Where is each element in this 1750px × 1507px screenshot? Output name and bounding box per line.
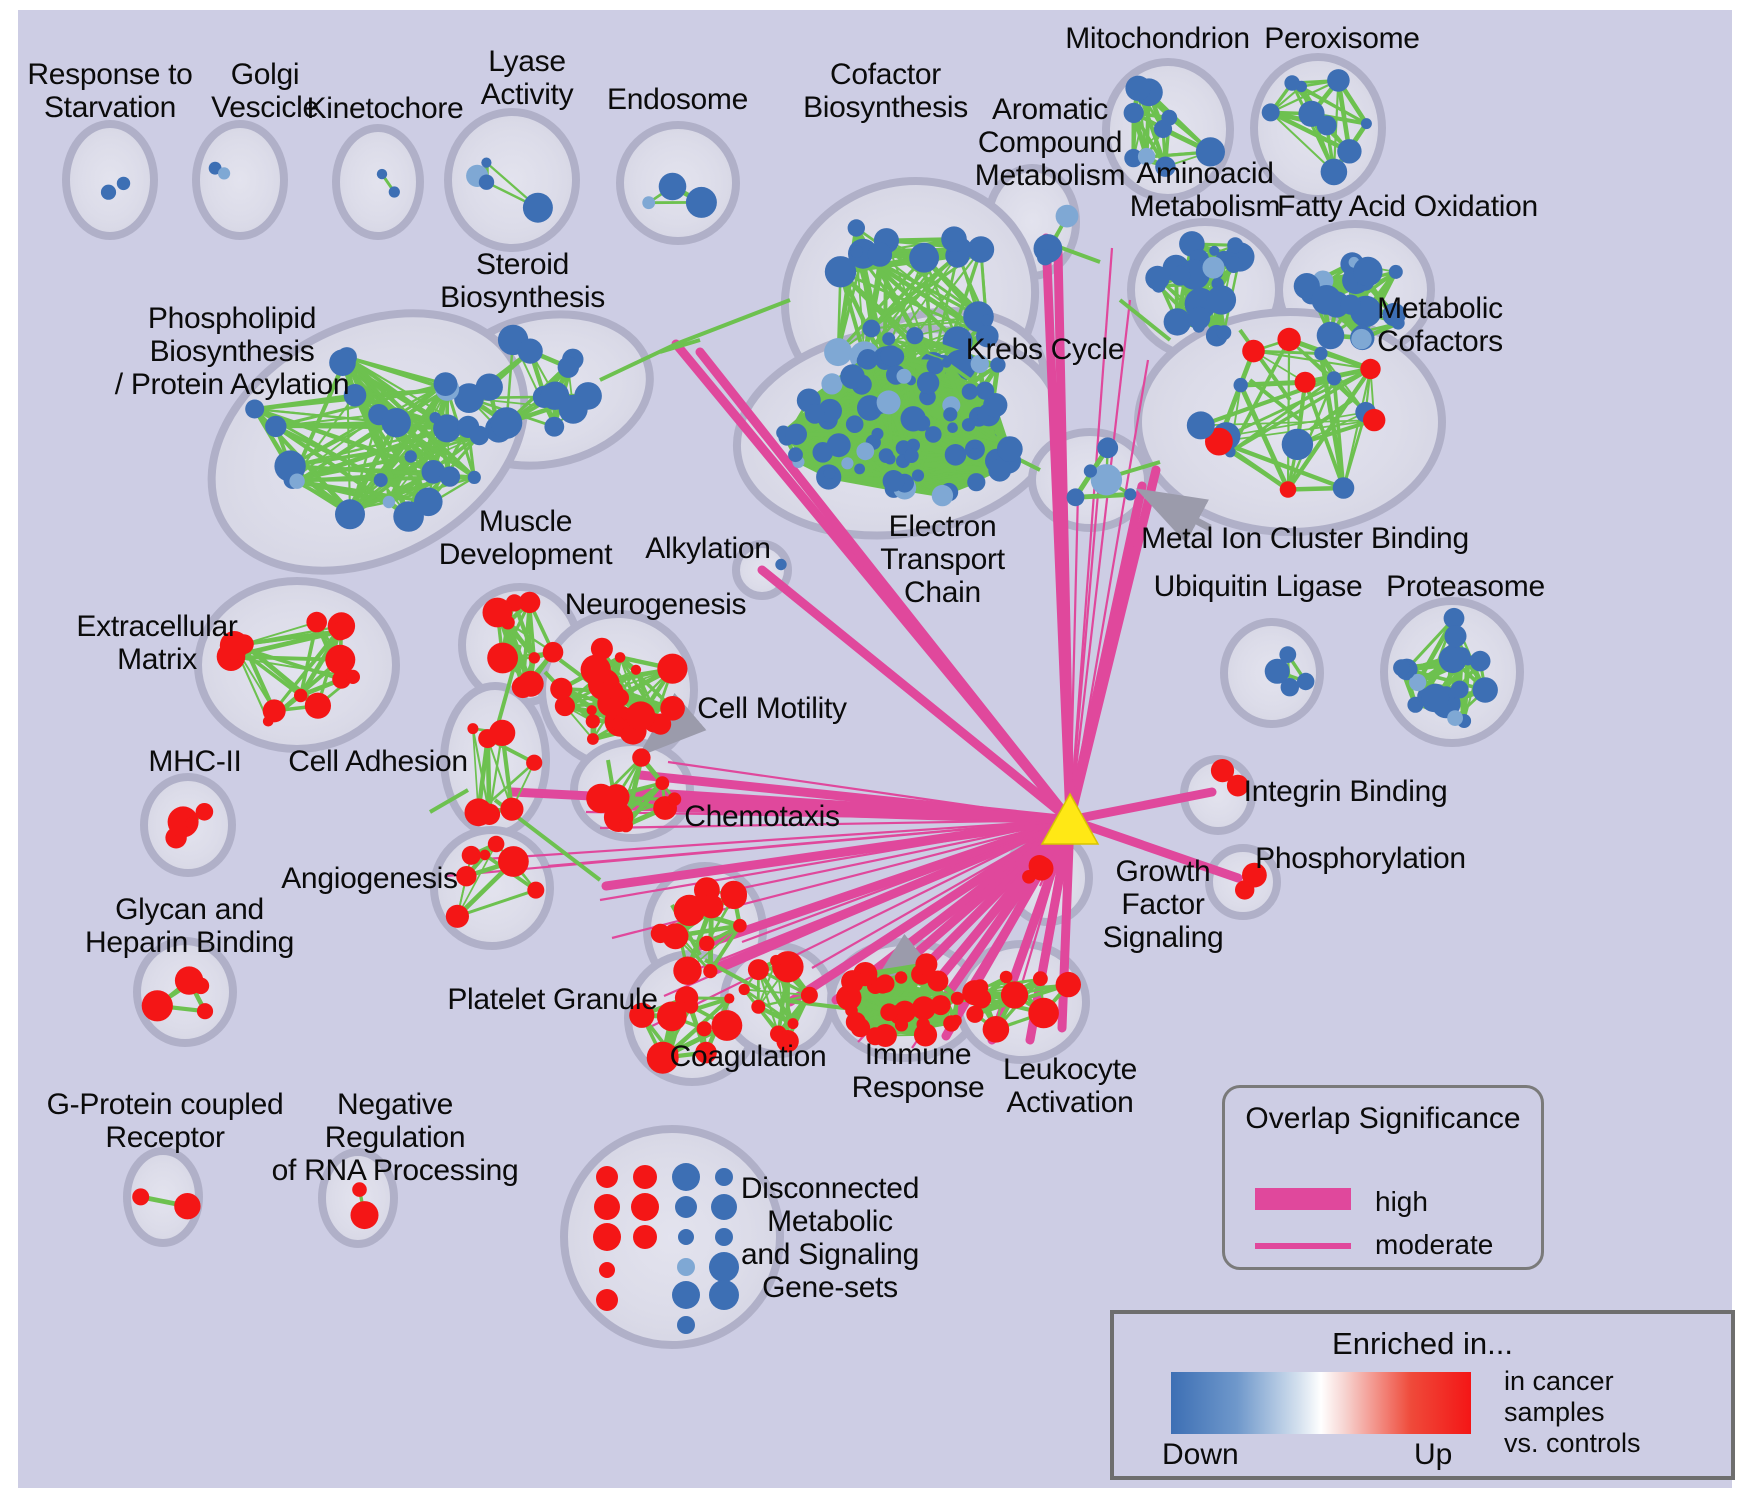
cluster-nodes[interactable] — [245, 347, 489, 532]
label-response-to-starvation: Response to Starvation — [27, 58, 193, 124]
disconnected-gene-set-nodes[interactable] — [593, 1163, 739, 1334]
cluster-nodes[interactable] — [1123, 75, 1225, 177]
label-aromatic-compound-metabolism: Aromatic Compound Metabolism — [974, 93, 1126, 192]
legend-enriched-in: Enriched in... Down Up in cancer samples… — [1110, 1310, 1735, 1480]
legend-moderate-label: moderate — [1375, 1229, 1494, 1260]
label-g-protein-coupled-receptor: G-Protein coupled Receptor — [46, 1088, 284, 1154]
cluster-nodes[interactable] — [216, 611, 360, 727]
cluster-nodes[interactable] — [962, 970, 1082, 1043]
cluster-nodes[interactable] — [1033, 204, 1079, 266]
cluster-nodes[interactable] — [132, 1188, 201, 1220]
label-fatty-acid-oxidation: Fatty Acid Oxidation — [1277, 190, 1538, 223]
legend-enriched-title: Enriched in... — [1332, 1326, 1513, 1361]
cluster-nodes[interactable] — [1022, 855, 1054, 884]
cluster-networks — [100, 69, 1498, 1334]
label-ubiquitin-ligase: Ubiquitin Ligase — [1153, 570, 1363, 603]
label-coagulation: Coagulation — [669, 1040, 827, 1073]
gradient-side-label: in cancer samples vs. controls — [1504, 1366, 1641, 1458]
label-krebs-cycle: Krebs Cycle — [965, 333, 1125, 366]
cluster-nodes[interactable] — [1235, 862, 1267, 900]
label-disconnected-gene-sets: Disconnected Metabolic and Signaling Gen… — [740, 1172, 920, 1304]
cluster-nodes[interactable] — [445, 835, 545, 928]
label-peroxisome: Peroxisome — [1264, 22, 1420, 55]
cluster-nodes[interactable] — [836, 953, 965, 1047]
cluster-nodes[interactable] — [629, 986, 743, 1074]
cluster-nodes[interactable] — [454, 324, 602, 443]
label-aminoacid-metabolism: Aminoacid Metabolism — [1129, 157, 1281, 223]
label-neurogenesis: Neurogenesis — [564, 588, 747, 621]
label-cell-adhesion: Cell Adhesion — [288, 745, 468, 778]
label-metal-ion-cluster-binding: Metal Ion Cluster Binding — [1141, 522, 1469, 555]
color-gradient-bar — [1171, 1372, 1471, 1434]
hub-node-colon-cancer[interactable] — [1040, 792, 1100, 845]
legend-overlap-significance: Overlap Significance high moderate — [1222, 1085, 1544, 1270]
cluster-nodes[interactable] — [482, 591, 564, 699]
label-chemotaxis: Chemotaxis — [684, 800, 840, 833]
label-phospholipid-biosynthesis: Phospholipid Biosynthesis / Protein Acyl… — [114, 302, 350, 401]
cluster-nodes[interactable] — [1264, 646, 1315, 697]
cluster-nodes[interactable] — [1210, 759, 1249, 797]
legend-high-label: high — [1375, 1186, 1428, 1217]
cluster-nodes[interactable] — [1261, 69, 1372, 186]
cluster-nodes[interactable] — [1293, 252, 1406, 351]
cluster-nodes[interactable] — [650, 877, 747, 985]
label-glycan-heparin-binding: Glycan and Heparin Binding — [85, 893, 294, 959]
cluster-nodes[interactable] — [464, 719, 543, 827]
cluster-nodes[interactable] — [466, 157, 553, 223]
cluster-nodes[interactable] — [100, 176, 131, 200]
label-growth-factor-signaling: Growth Factor Signaling — [1102, 855, 1224, 954]
label-extracellular-matrix: Extracellular Matrix — [76, 610, 238, 676]
cluster-nodes[interactable] — [350, 1182, 379, 1230]
legend-overlap-title: Overlap Significance — [1245, 1102, 1521, 1135]
gradient-up-label: Up — [1414, 1438, 1453, 1471]
label-muscle-development: Muscle Development — [438, 505, 613, 571]
label-kinetochore: Kinetochore — [306, 92, 464, 125]
label-endosome: Endosome — [606, 83, 749, 116]
legend-moderate-swatch — [1255, 1243, 1351, 1249]
gradient-down-label: Down — [1162, 1438, 1239, 1471]
label-mitochondrion: Mitochondrion — [1065, 22, 1250, 55]
cluster-nodes[interactable] — [776, 345, 1023, 507]
label-cofactor-biosynthesis: Cofactor Biosynthesis — [803, 58, 968, 124]
label-phosphorylation: Phosphorylation — [1255, 842, 1466, 875]
cluster-nodes[interactable] — [1145, 231, 1255, 347]
cluster-nodes[interactable] — [1066, 437, 1137, 507]
cluster-nodes[interactable] — [165, 803, 214, 849]
cluster-nodes[interactable] — [208, 161, 231, 180]
label-integrin-binding: Integrin Binding — [1243, 775, 1448, 808]
label-cell-motility: Cell Motility — [697, 692, 847, 725]
cluster-nodes[interactable] — [775, 558, 787, 571]
cluster-nodes[interactable] — [1393, 607, 1498, 728]
cluster-nodes[interactable] — [141, 966, 214, 1022]
label-metabolic-cofactors: Metabolic Cofactors — [1377, 292, 1503, 358]
label-negative-regulation-rna: Negative Regulation of RNA Processing — [271, 1088, 519, 1187]
label-golgi-vesicle: Golgi Vescicle — [211, 58, 319, 124]
label-immune-response: Immune Response — [851, 1038, 985, 1104]
legend-high-swatch — [1255, 1188, 1351, 1210]
label-alkylation: Alkylation — [645, 532, 771, 565]
label-steroid-biosynthesis: Steroid Biosynthesis — [440, 248, 605, 314]
cluster-nodes[interactable] — [550, 637, 688, 745]
label-platelet-granule: Platelet Granule — [447, 983, 658, 1016]
cluster-nodes[interactable] — [738, 951, 818, 1053]
cluster-nodes[interactable] — [1186, 327, 1386, 499]
label-mhc-ii: MHC-II — [148, 745, 242, 778]
label-electron-transport-chain: Electron Transport Chain — [880, 510, 1005, 609]
label-proteasome: Proteasome — [1386, 570, 1545, 603]
label-lyase-activity: Lyase Activity — [480, 45, 574, 111]
cluster-nodes[interactable] — [642, 172, 717, 218]
cluster-nodes[interactable] — [586, 748, 682, 833]
label-leukocyte-activation: Leukocyte Activation — [1002, 1053, 1138, 1119]
label-angiogenesis: Angiogenesis — [281, 862, 458, 895]
cluster-nodes[interactable] — [376, 168, 400, 198]
